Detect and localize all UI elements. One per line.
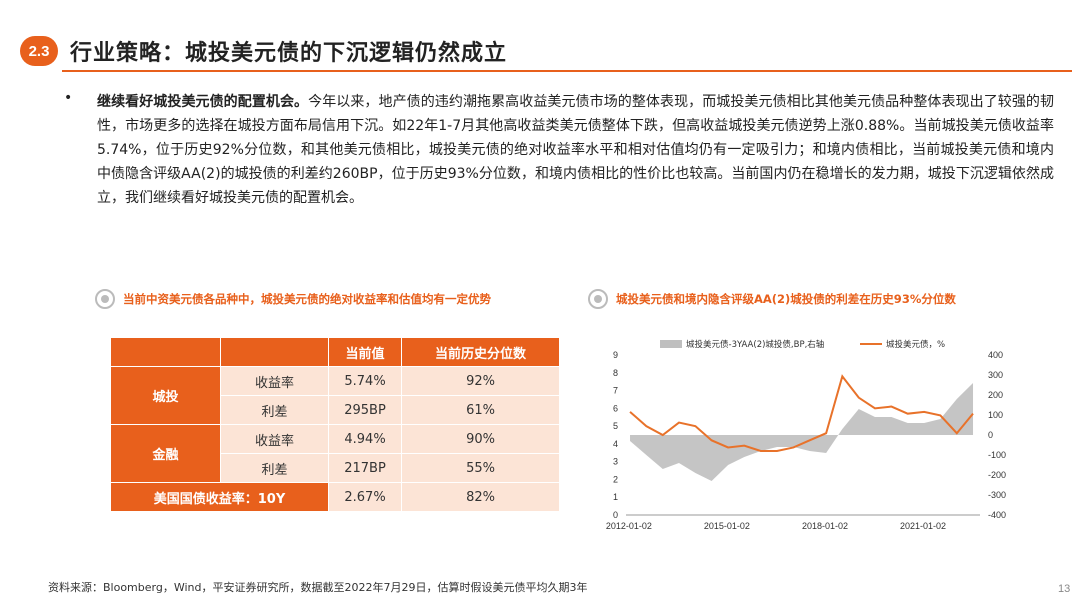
title-divider [62,70,1072,72]
y-right-tick-label: -400 [988,510,1006,520]
y-left-tick-label: 9 [613,350,618,360]
percentile-cell: 92% [401,366,560,396]
percentile-cell: 90% [401,424,560,454]
source-footnote: 资料来源：Bloomberg，Wind，平安证券研究所，数据截至2022年7月2… [48,581,588,594]
value-cell: 4.94% [327,424,403,454]
bond-comparison-table: 当前值 当前历史分位数 城投 收益率 5.74% 92% 利差 295BP 61… [110,337,560,512]
target-icon [95,289,115,309]
body-text: 今年以来，地产债的违约潮拖累高收益美元债市场的整体表现，而城投美元债相比其他美元… [97,94,1055,206]
y-left-tick-label: 7 [613,386,618,396]
legend-line-label: 城投美元债，% [886,339,945,350]
body-lead: 继续看好城投美元债的配置机会。 [97,94,309,110]
y-left-tick-label: 8 [613,368,618,378]
value-cell: 217BP [327,453,403,483]
x-tick-label: 2012-01-02 [606,521,652,531]
metric-cell: 收益率 [220,366,329,396]
section-number-badge: 2.3 [20,36,58,66]
y-left-tick-label: 0 [613,510,618,520]
y-right-tick-label: 100 [988,410,1003,420]
spread-area-series [630,383,974,481]
value-cell: 2.67% [327,482,403,512]
header-blank [110,337,221,367]
x-tick-label: 2021-01-02 [900,521,946,531]
y-left-tick-label: 2 [613,474,618,484]
y-right-tick-label: 400 [988,350,1003,360]
header-percentile: 当前历史分位数 [401,337,560,367]
header-current: 当前值 [327,337,403,367]
body-bullet: • 继续看好城投美元债的配置机会。今年以来，地产债的违约潮拖累高收益美元债市场的… [64,90,1054,210]
y-left-tick-label: 1 [613,492,618,502]
yield-line-series [629,374,974,452]
group-financial: 金融 [110,424,221,483]
us-treasury-label: 美国国债收益率：10Y [110,482,329,512]
y-left-tick-label: 3 [613,457,618,467]
percentile-cell: 82% [401,482,560,512]
spread-yield-chart: 9 8 7 6 5 4 3 2 1 0 400 300 200 100 0 -100 -200 -300 -400 2… [606,339,1006,531]
left-panel-heading: 当前中资美元债各品种中，城投美元债的绝对收益率和估值均有一定优势 [95,289,491,309]
y-right-tick-label: 300 [988,370,1003,380]
table-row: 利差 217BP 55% [111,453,560,483]
table-row: 美国国债收益率：10Y 2.67% 82% [110,482,560,512]
percentile-cell: 55% [401,453,560,483]
percentile-cell: 61% [401,395,560,425]
y-right-tick-label: -300 [988,490,1006,500]
group-chengtou: 城投 [110,366,221,425]
y-right-tick-label: 0 [988,430,993,440]
y-right-tick-label: 200 [988,390,1003,400]
y-left-tick-label: 6 [613,403,618,413]
y-right-tick-label: -100 [988,450,1006,460]
table-row: 利差 295BP 61% [111,395,560,425]
right-panel-title: 城投美元债和境内隐含评级AA(2)城投债的利差在历史93%分位数 [616,292,956,306]
metric-cell: 利差 [220,453,329,483]
y-right-tick-label: -200 [988,470,1006,480]
left-panel-title: 当前中资美元债各品种中，城投美元债的绝对收益率和估值均有一定优势 [123,292,491,306]
target-icon [588,289,608,309]
value-cell: 295BP [327,395,403,425]
page-title: 行业策略：城投美元债的下沉逻辑仍然成立 [70,41,508,66]
bullet-dot-icon: • [64,90,73,106]
table-row: 城投 收益率 5.74% 92% [110,366,560,425]
right-panel-heading: 城投美元债和境内隐含评级AA(2)城投债的利差在历史93%分位数 [588,289,956,309]
body-paragraph: 继续看好城投美元债的配置机会。今年以来，地产债的违约潮拖累高收益美元债市场的整体… [97,90,1054,210]
table-header-row: 当前值 当前历史分位数 [110,337,560,367]
page-number: 13 [1058,583,1071,595]
metric-cell: 利差 [220,395,329,425]
x-tick-label: 2018-01-02 [802,521,848,531]
y-left-tick-label: 5 [613,421,618,431]
header-blank-metric [220,337,329,367]
legend-area-label: 城投美元债-3YAA(2)城投债,BP,右轴 [686,339,824,350]
y-left-tick-label: 4 [613,439,618,449]
legend-area-swatch [660,340,682,348]
table-row: 金融 收益率 4.94% 90% [110,424,560,483]
value-cell: 5.74% [327,366,403,396]
x-tick-label: 2015-01-02 [704,521,750,531]
metric-cell: 收益率 [220,424,329,454]
